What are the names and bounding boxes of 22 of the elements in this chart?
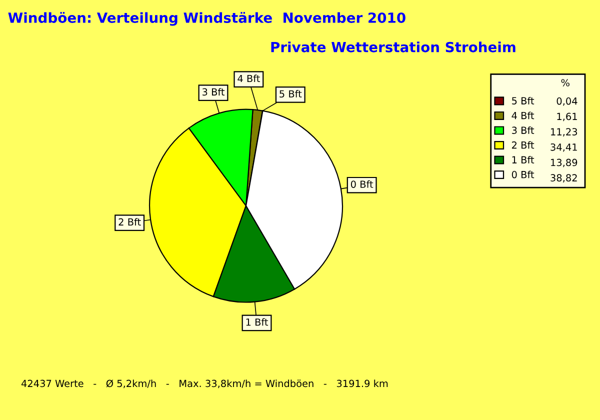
chart-title: Windböen: Verteilung Windstärke November 2010	[8, 12, 406, 26]
slice-label: 0 Bft	[350, 180, 374, 188]
data-label: 11,23	[551, 128, 578, 136]
data-label: 34,41	[550, 143, 577, 152]
chart-subtitle: Private Wetterstation Stroheim	[271, 42, 516, 52]
slice-label: 5 Bft	[280, 90, 302, 98]
slice-label: 3 Bft	[202, 88, 225, 96]
text: 42437 Werte - Ø 5,2km/h - Max. 33,8km/h = Windböen - 3191.9 km	[21, 380, 388, 388]
legend-label: 4 Bft	[512, 112, 534, 120]
legend-title: %	[561, 79, 570, 86]
data-label: 1,61	[557, 112, 577, 122]
legend-label: 3 Bft	[512, 126, 534, 134]
slice-label: 1 Bft	[246, 318, 268, 326]
data-label: 38,82	[550, 174, 577, 182]
slice-label: 4 Bft	[238, 74, 260, 82]
legend-label: 0 Bft	[512, 170, 534, 178]
slice-label: 2 Bft	[118, 218, 141, 226]
legend-label: 5 Bft	[512, 96, 534, 104]
legend-label: 2 Bft	[512, 141, 534, 149]
data-label: 13,89	[551, 158, 578, 168]
legend-label: 1 Bft	[512, 156, 534, 164]
data-label: 0,04	[556, 97, 578, 106]
